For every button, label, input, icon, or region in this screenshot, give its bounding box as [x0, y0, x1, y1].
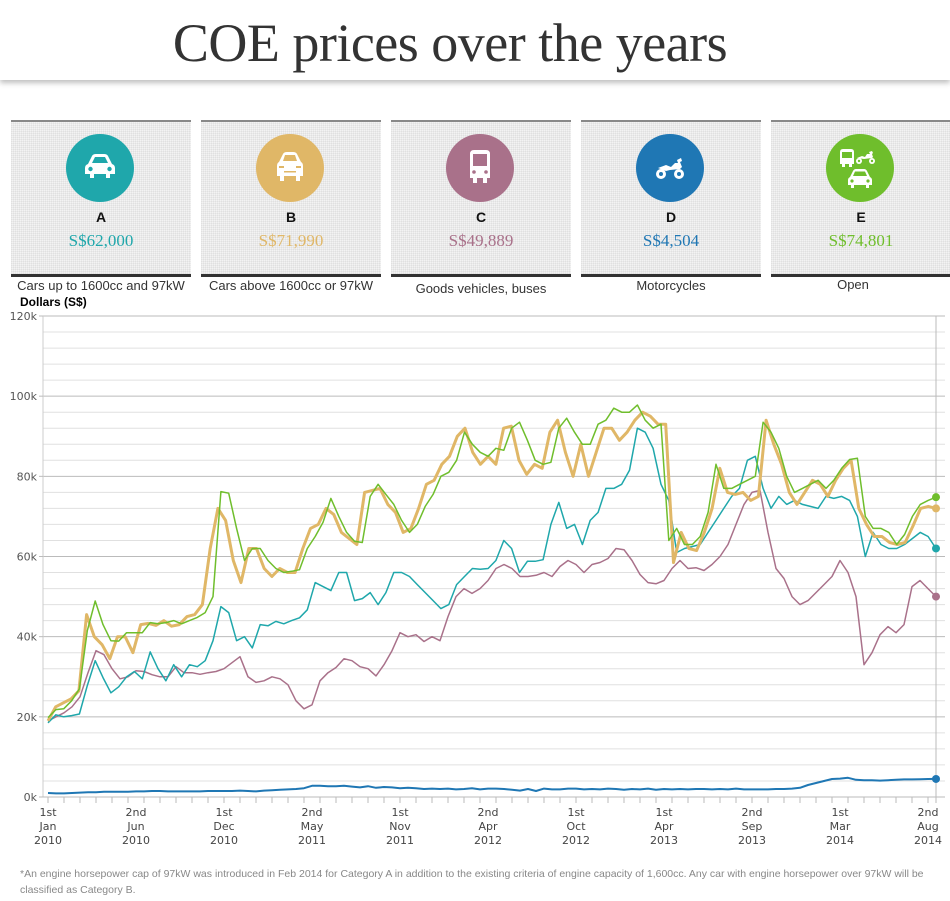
category-letter: B [285, 209, 297, 225]
category-cards: A S$62,000 Cars up to 1600cc and 97kW B … [0, 120, 950, 300]
x-tick-label: Aug [917, 820, 938, 833]
x-tick-label: 2013 [650, 834, 678, 847]
y-tick-label: 80k [17, 470, 38, 483]
category-card-b[interactable]: B S$71,990 [201, 120, 381, 277]
category-description: Goods vehicles, buses [415, 281, 547, 296]
category-card-e[interactable]: E S$74,801 [771, 120, 950, 277]
category-letter: C [475, 209, 487, 225]
category-card-c[interactable]: C S$49,889 [391, 120, 571, 277]
page-header: COE prices over the years [0, 0, 950, 80]
x-tick-label: 2011 [298, 834, 326, 847]
x-tick-label: 2012 [474, 834, 502, 847]
x-tick-label: Mar [830, 820, 851, 833]
x-tick-label: 1st [567, 806, 585, 819]
x-tick-label: May [301, 820, 324, 833]
x-tick-label: 2nd [302, 806, 323, 819]
x-tick-label: Sep [742, 820, 763, 833]
x-tick-label: 2nd [478, 806, 499, 819]
category-letter: D [665, 209, 677, 225]
series-line-c [47, 489, 937, 722]
series-end-marker-c [932, 592, 940, 601]
category-price: S$71,990 [258, 231, 324, 250]
category-card-d[interactable]: D S$4,504 [581, 120, 761, 277]
x-tick-label: 2014 [914, 834, 942, 847]
x-tick-label: Apr [478, 820, 498, 833]
x-tick-label: 1st [391, 806, 409, 819]
x-tick-label: 1st [831, 806, 849, 819]
series-end-marker-b [932, 504, 940, 513]
series-line-b [46, 410, 937, 722]
bus-icon [446, 134, 514, 202]
open-category-icon [826, 134, 894, 202]
category-price: S$74,801 [828, 231, 894, 250]
y-tick-label: 20k [17, 711, 38, 724]
motorcycle-icon [636, 134, 704, 202]
series-line-e [47, 404, 937, 719]
x-tick-label: 2011 [386, 834, 414, 847]
x-tick-label: Jun [126, 820, 144, 833]
series-end-marker-d [932, 774, 940, 783]
car-front-icon [256, 134, 324, 202]
category-price: S$49,889 [448, 231, 514, 250]
x-tick-label: 2012 [562, 834, 590, 847]
footnote: *An engine horsepower cap of 97kW was in… [20, 868, 924, 896]
x-tick-label: 2010 [122, 834, 150, 847]
category-price: S$62,000 [68, 231, 134, 250]
category-letter: E [856, 209, 866, 225]
line-chart: 0k20k40k60k80k100k120k1stJan20102ndJun20… [10, 310, 945, 847]
y-axis-title: Dollars (S$) [20, 295, 87, 309]
series-line-a [47, 427, 937, 724]
category-letter: A [95, 209, 107, 225]
x-tick-label: 1st [655, 806, 673, 819]
page-title: COE prices over the years [172, 13, 728, 73]
x-tick-label: Apr [654, 820, 674, 833]
x-tick-label: Dec [213, 820, 234, 833]
x-tick-label: 1st [215, 806, 233, 819]
y-tick-label: 0k [24, 791, 38, 804]
category-description: Cars up to 1600cc and 97kW [17, 278, 185, 293]
x-tick-label: Nov [389, 820, 411, 833]
y-tick-label: 60k [17, 551, 38, 564]
y-tick-label: 120k [10, 310, 38, 323]
car-icon [66, 134, 134, 202]
category-card-a[interactable]: A S$62,000 [11, 120, 191, 277]
x-tick-label: Jan [39, 820, 57, 833]
category-description: Motorcycles [636, 278, 706, 293]
series-end-marker-e [932, 493, 940, 502]
x-tick-label: 2013 [738, 834, 766, 847]
y-tick-label: 40k [17, 631, 38, 644]
series-end-marker-a [932, 544, 940, 553]
category-description: Cars above 1600cc or 97kW [208, 278, 374, 293]
x-tick-label: 2nd [742, 806, 763, 819]
x-tick-label: 2nd [126, 806, 147, 819]
category-description: Open [837, 277, 869, 292]
x-tick-label: 2nd [918, 806, 939, 819]
x-tick-label: 1st [39, 806, 57, 819]
x-tick-label: Oct [566, 820, 586, 833]
series-line-d [47, 776, 937, 795]
category-price: S$4,504 [642, 231, 700, 250]
x-tick-label: 2010 [210, 834, 238, 847]
y-tick-label: 100k [10, 390, 38, 403]
x-tick-label: 2010 [34, 834, 62, 847]
x-tick-label: 2014 [826, 834, 854, 847]
